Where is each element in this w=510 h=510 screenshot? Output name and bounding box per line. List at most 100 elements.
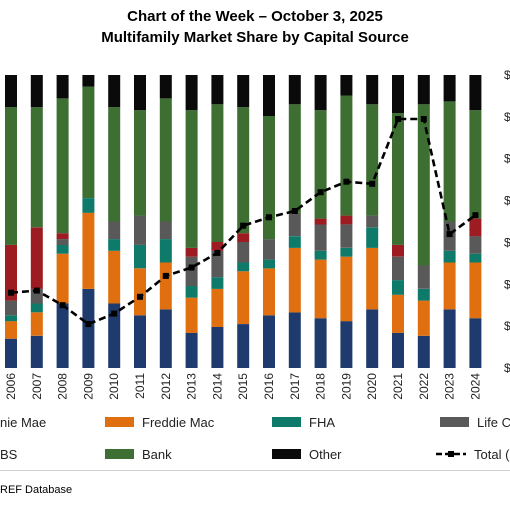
bar-life-2016 <box>263 239 275 260</box>
bar-fha-2011 <box>134 244 146 269</box>
x-tick-2012: 2012 <box>159 373 173 400</box>
bar-bank-2007 <box>30 107 43 228</box>
total-marker-2022 <box>420 116 427 122</box>
bar-fha-2019 <box>340 247 353 257</box>
bar-life-2020 <box>366 215 379 228</box>
x-tick-2014: 2014 <box>210 373 224 400</box>
legend-swatch-freddie <box>105 417 134 427</box>
bar-fannie-2009 <box>82 288 95 368</box>
bar-other-2023 <box>443 75 456 102</box>
bar-fha-2012 <box>159 239 172 263</box>
bar-freddie-2011 <box>134 268 146 316</box>
bar-bank-2018 <box>314 110 327 219</box>
chart-subtitle: Multifamily Market Share by Capital Sour… <box>101 29 409 46</box>
bar-fannie-2010 <box>108 303 121 368</box>
total-marker-2018 <box>317 189 324 196</box>
bar-bank-2020 <box>366 104 379 216</box>
x-tick-2020: 2020 <box>365 373 379 400</box>
bar-bank-2006 <box>5 107 17 245</box>
bar-freddie-2014 <box>211 288 224 327</box>
bar-fannie-2014 <box>211 327 224 368</box>
bar-bank-2022 <box>417 104 430 266</box>
bar-life-2006 <box>5 300 17 316</box>
bar-fannie-2008 <box>56 303 69 368</box>
total-marker-2008 <box>59 302 66 309</box>
total-marker-2021 <box>395 116 401 122</box>
bar-other-2014 <box>211 75 224 105</box>
bar-bank-2011 <box>134 110 146 216</box>
bar-freddie-2016 <box>263 268 275 316</box>
bar-cmbs-2007 <box>30 227 43 289</box>
total-marker-2011 <box>137 293 143 300</box>
bar-freddie-2023 <box>443 262 456 310</box>
source-text: REF Database <box>0 484 73 496</box>
bar-life-2010 <box>108 221 121 240</box>
bar-other-2024 <box>469 75 482 111</box>
bar-other-2007 <box>30 75 43 108</box>
bar-fha-2006 <box>5 315 17 322</box>
right-tick-80: $ <box>504 194 510 208</box>
bar-fannie-2019 <box>340 321 353 368</box>
bar-other-2009 <box>82 75 95 87</box>
bar-bank-2015 <box>237 107 250 234</box>
bar-life-2011 <box>134 215 146 245</box>
bar-fannie-2023 <box>443 309 456 368</box>
bar-bank-2016 <box>263 116 275 240</box>
bar-bank-2024 <box>469 110 482 219</box>
bar-other-2012 <box>159 75 172 99</box>
bar-bank-2021 <box>392 113 404 245</box>
bar-other-2015 <box>237 75 250 108</box>
x-tick-2011: 2011 <box>133 373 147 399</box>
x-tick-2016: 2016 <box>262 373 276 400</box>
legend-label-cmbs: BS <box>0 447 18 462</box>
x-tick-2008: 2008 <box>56 373 70 400</box>
x-tick-2021: 2021 <box>391 373 405 400</box>
bar-fannie-2017 <box>288 312 301 368</box>
right-tick-0: $ <box>504 361 510 375</box>
x-tick-2006: 2006 <box>4 373 18 400</box>
bar-cmbs-2018 <box>314 218 327 225</box>
right-tick-20: $ <box>504 319 510 333</box>
bar-freddie-2007 <box>30 312 43 336</box>
bar-fannie-2013 <box>185 332 198 368</box>
right-tick-40: $ <box>504 277 510 291</box>
bar-freddie-2022 <box>417 300 430 336</box>
bar-fannie-2022 <box>417 335 430 368</box>
bar-fha-2007 <box>30 303 43 313</box>
bar-freddie-2020 <box>366 247 379 310</box>
bar-fha-2016 <box>263 259 275 269</box>
bar-cmbs-2008 <box>56 233 69 240</box>
total-marker-2012 <box>162 272 169 279</box>
bar-bank-2017 <box>288 104 301 213</box>
x-tick-2013: 2013 <box>185 373 199 400</box>
bar-bank-2014 <box>211 104 224 242</box>
x-tick-2023: 2023 <box>443 373 457 400</box>
bar-fannie-2021 <box>392 332 404 368</box>
legend-label-fannie: nie Mae <box>0 415 46 430</box>
bar-other-2013 <box>185 75 198 111</box>
bar-bank-2009 <box>82 86 95 198</box>
legend-swatch-life <box>440 417 469 427</box>
total-marker-2024 <box>472 212 479 219</box>
bar-freddie-2010 <box>108 250 121 304</box>
legend-label-life: Life C <box>477 415 510 430</box>
bar-bank-2013 <box>185 110 198 248</box>
total-marker-2014 <box>214 249 221 256</box>
bar-other-2006 <box>5 75 17 108</box>
bar-fannie-2011 <box>134 315 146 368</box>
bar-cmbs-2006 <box>5 244 17 301</box>
bar-other-2022 <box>417 75 430 105</box>
bar-cmbs-2024 <box>469 218 482 237</box>
bar-fha-2020 <box>366 227 379 248</box>
bar-freddie-2015 <box>237 271 250 324</box>
bar-fannie-2020 <box>366 309 379 368</box>
bar-fannie-2016 <box>263 315 275 368</box>
bar-freddie-2019 <box>340 256 353 322</box>
bar-life-2012 <box>159 221 172 240</box>
total-marker-2009 <box>85 321 92 328</box>
bar-cmbs-2015 <box>237 233 250 242</box>
bar-other-2011 <box>134 75 146 111</box>
right-axis-ticks: $ $ $ $ $ $ $ $ <box>504 68 510 375</box>
bar-life-2013 <box>185 256 198 286</box>
bar-fannie-2024 <box>469 318 482 368</box>
